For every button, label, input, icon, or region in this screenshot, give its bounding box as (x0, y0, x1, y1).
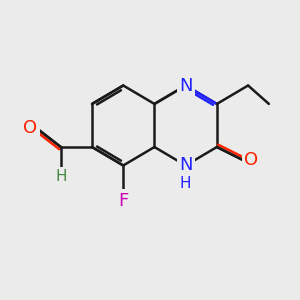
Text: N: N (179, 157, 192, 175)
Text: O: O (23, 119, 38, 137)
Text: F: F (118, 191, 128, 209)
Text: O: O (244, 152, 258, 169)
Text: H: H (180, 176, 191, 191)
Text: N: N (179, 76, 192, 94)
Text: H: H (55, 169, 67, 184)
